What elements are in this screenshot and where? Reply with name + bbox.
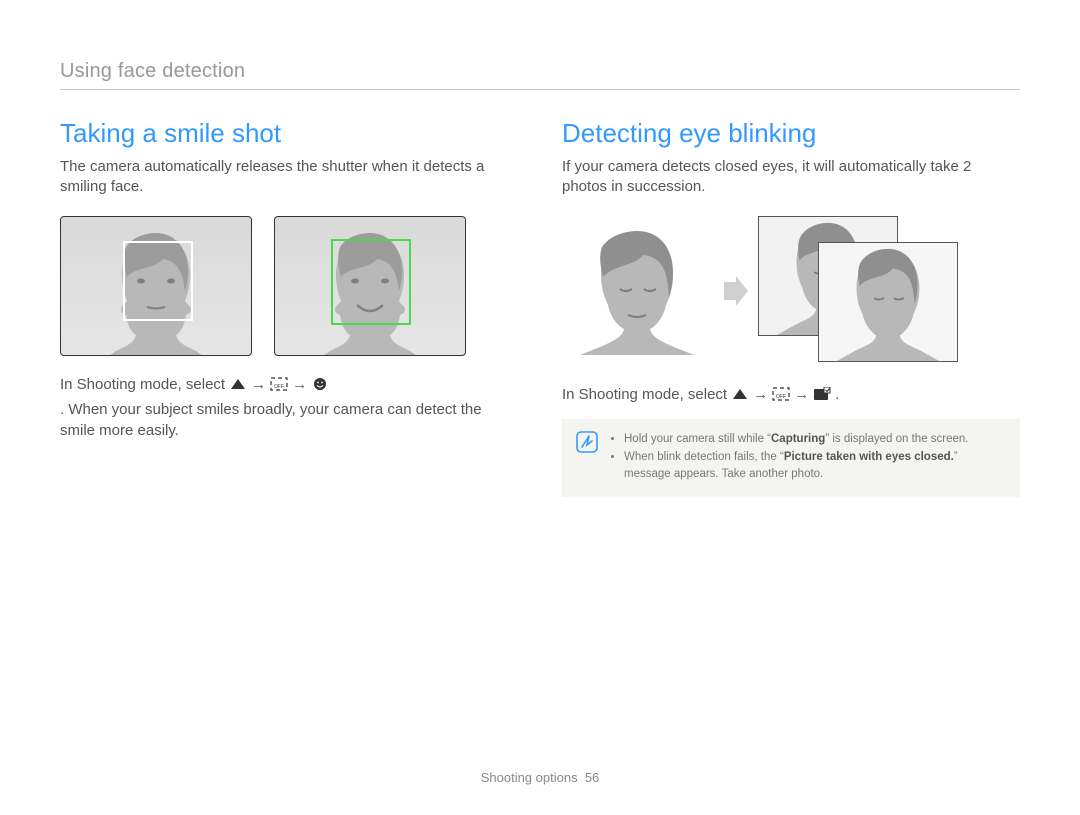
blink-intro: If your camera detects closed eyes, it w…: [562, 157, 1020, 198]
note-list: Hold your camera still while “Capturing”…: [610, 431, 1006, 485]
note-item: Hold your camera still while “Capturing”…: [624, 431, 1006, 448]
arrow-glyph: →: [292, 374, 307, 395]
up-triangle-icon: [731, 387, 749, 401]
blink-instruction-prefix: In Shooting mode, select: [562, 384, 727, 405]
breadcrumb: Using face detection: [60, 60, 1020, 90]
svg-text:OFF: OFF: [776, 394, 786, 400]
smile-instruction-prefix: In Shooting mode, select: [60, 374, 225, 395]
up-triangle-icon: [229, 377, 247, 391]
blink-illustration-row: [562, 216, 1020, 366]
right-column: Detecting eye blinking If your camera de…: [562, 118, 1020, 497]
smile-instruction-suffix: . When your subject smiles broadly, your…: [60, 399, 518, 441]
footer-page-number: 56: [585, 770, 599, 785]
face-off-icon: OFF: [772, 387, 790, 401]
smile-frame-smiling: [274, 216, 466, 356]
arrow-right-icon: [722, 276, 748, 306]
blink-instruction: In Shooting mode, select → OFF → .: [562, 384, 1020, 405]
face-detection-box: [123, 241, 193, 321]
svg-text:OFF: OFF: [274, 384, 284, 390]
smile-shot-title: Taking a smile shot: [60, 118, 518, 149]
note-box: Hold your camera still while “Capturing”…: [562, 419, 1020, 497]
blink-title: Detecting eye blinking: [562, 118, 1020, 149]
smile-detection-box: [331, 239, 411, 325]
note-info-icon: [576, 431, 598, 453]
smile-face-icon: [311, 377, 329, 391]
smile-photo-row: [60, 216, 518, 356]
face-off-icon: OFF: [270, 377, 288, 391]
blink-face-eyes-closed: [562, 227, 712, 355]
arrow-glyph: →: [251, 374, 266, 395]
smile-frame-neutral: [60, 216, 252, 356]
blink-mode-icon: [813, 387, 831, 401]
arrow-glyph: →: [794, 384, 809, 405]
blink-instruction-suffix: .: [835, 384, 839, 405]
result-frame-front: [818, 242, 958, 362]
smile-instruction: In Shooting mode, select → OFF → . When …: [60, 374, 518, 441]
arrow-glyph: →: [753, 384, 768, 405]
footer-section: Shooting options: [481, 770, 578, 785]
page-footer: Shooting options 56: [0, 770, 1080, 785]
blink-result-stack: [758, 216, 968, 366]
left-column: Taking a smile shot The camera automatic…: [60, 118, 518, 497]
smile-shot-intro: The camera automatically releases the sh…: [60, 157, 518, 198]
note-item: When blink detection fails, the “Picture…: [624, 449, 1006, 482]
